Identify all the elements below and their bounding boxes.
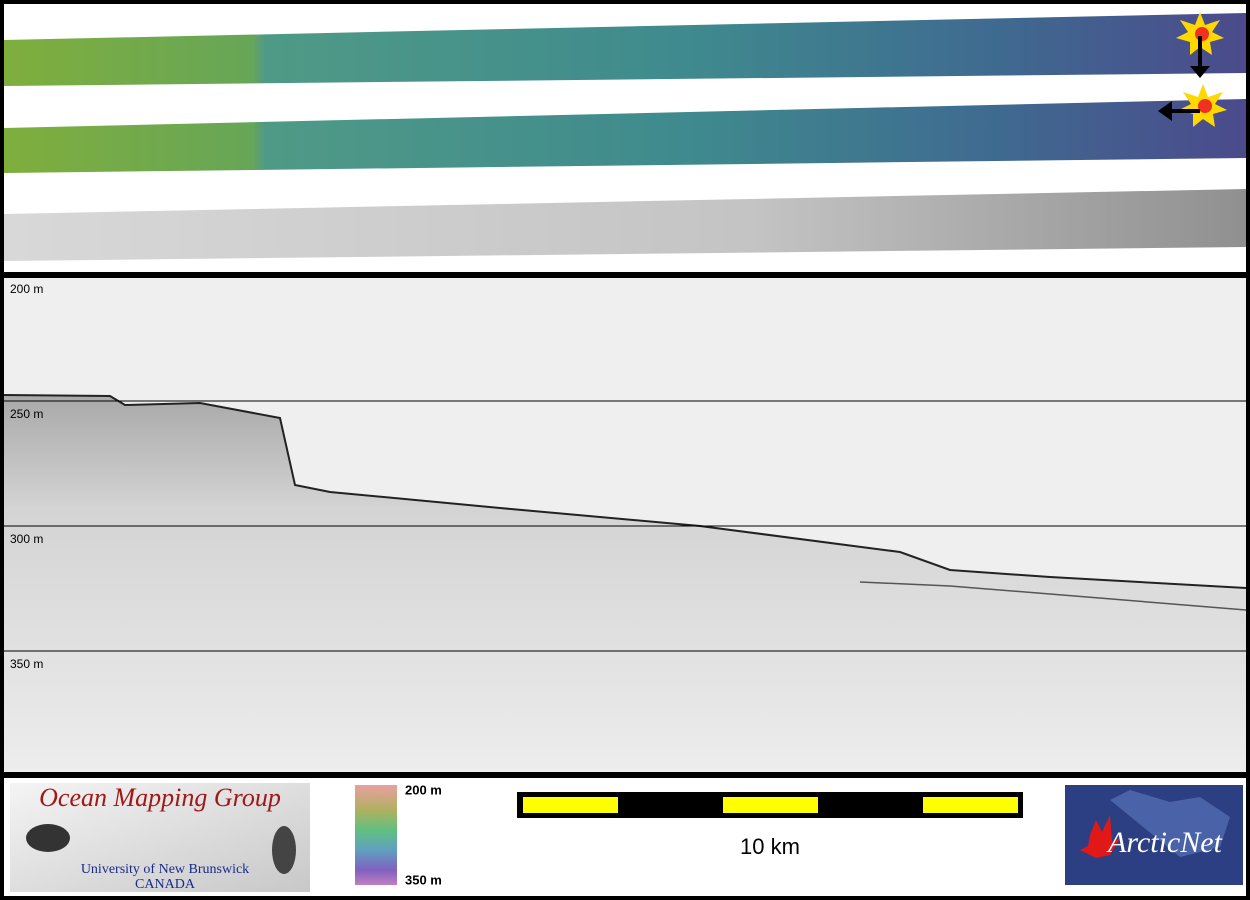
omg-country: CANADA bbox=[135, 877, 196, 892]
depth-label: 350 m bbox=[10, 657, 43, 671]
depth-label: 250 m bbox=[10, 407, 43, 421]
sub-bottom-reflector bbox=[859, 581, 1247, 611]
color-scale-label: 200 m bbox=[405, 782, 442, 797]
depth-label: 200 m bbox=[10, 282, 43, 296]
omg-logo-shape bbox=[272, 826, 296, 874]
arcticnet-title: ArcticNet bbox=[1106, 826, 1223, 859]
omg-title: Ocean Mapping Group bbox=[39, 783, 281, 812]
depth-label: 300 m bbox=[10, 532, 43, 546]
sun-icon bbox=[1176, 12, 1224, 78]
sun-icon bbox=[1158, 84, 1227, 127]
backscatter-swath bbox=[4, 189, 1246, 261]
bathymetry-swath bbox=[4, 13, 1246, 86]
omg-university: University of New Brunswick bbox=[81, 862, 249, 877]
seafloor-line bbox=[3, 394, 1247, 589]
bathymetry-swath bbox=[4, 99, 1246, 173]
scale-bar bbox=[517, 792, 1023, 818]
color-scale bbox=[355, 785, 397, 885]
maple-leaf bbox=[1080, 815, 1120, 858]
color-scale-label: 350 m bbox=[405, 872, 442, 887]
omg-logo-shape bbox=[26, 824, 70, 852]
arcticnet-map bbox=[1110, 790, 1230, 857]
scale-bar-label: 10 km bbox=[740, 834, 800, 859]
